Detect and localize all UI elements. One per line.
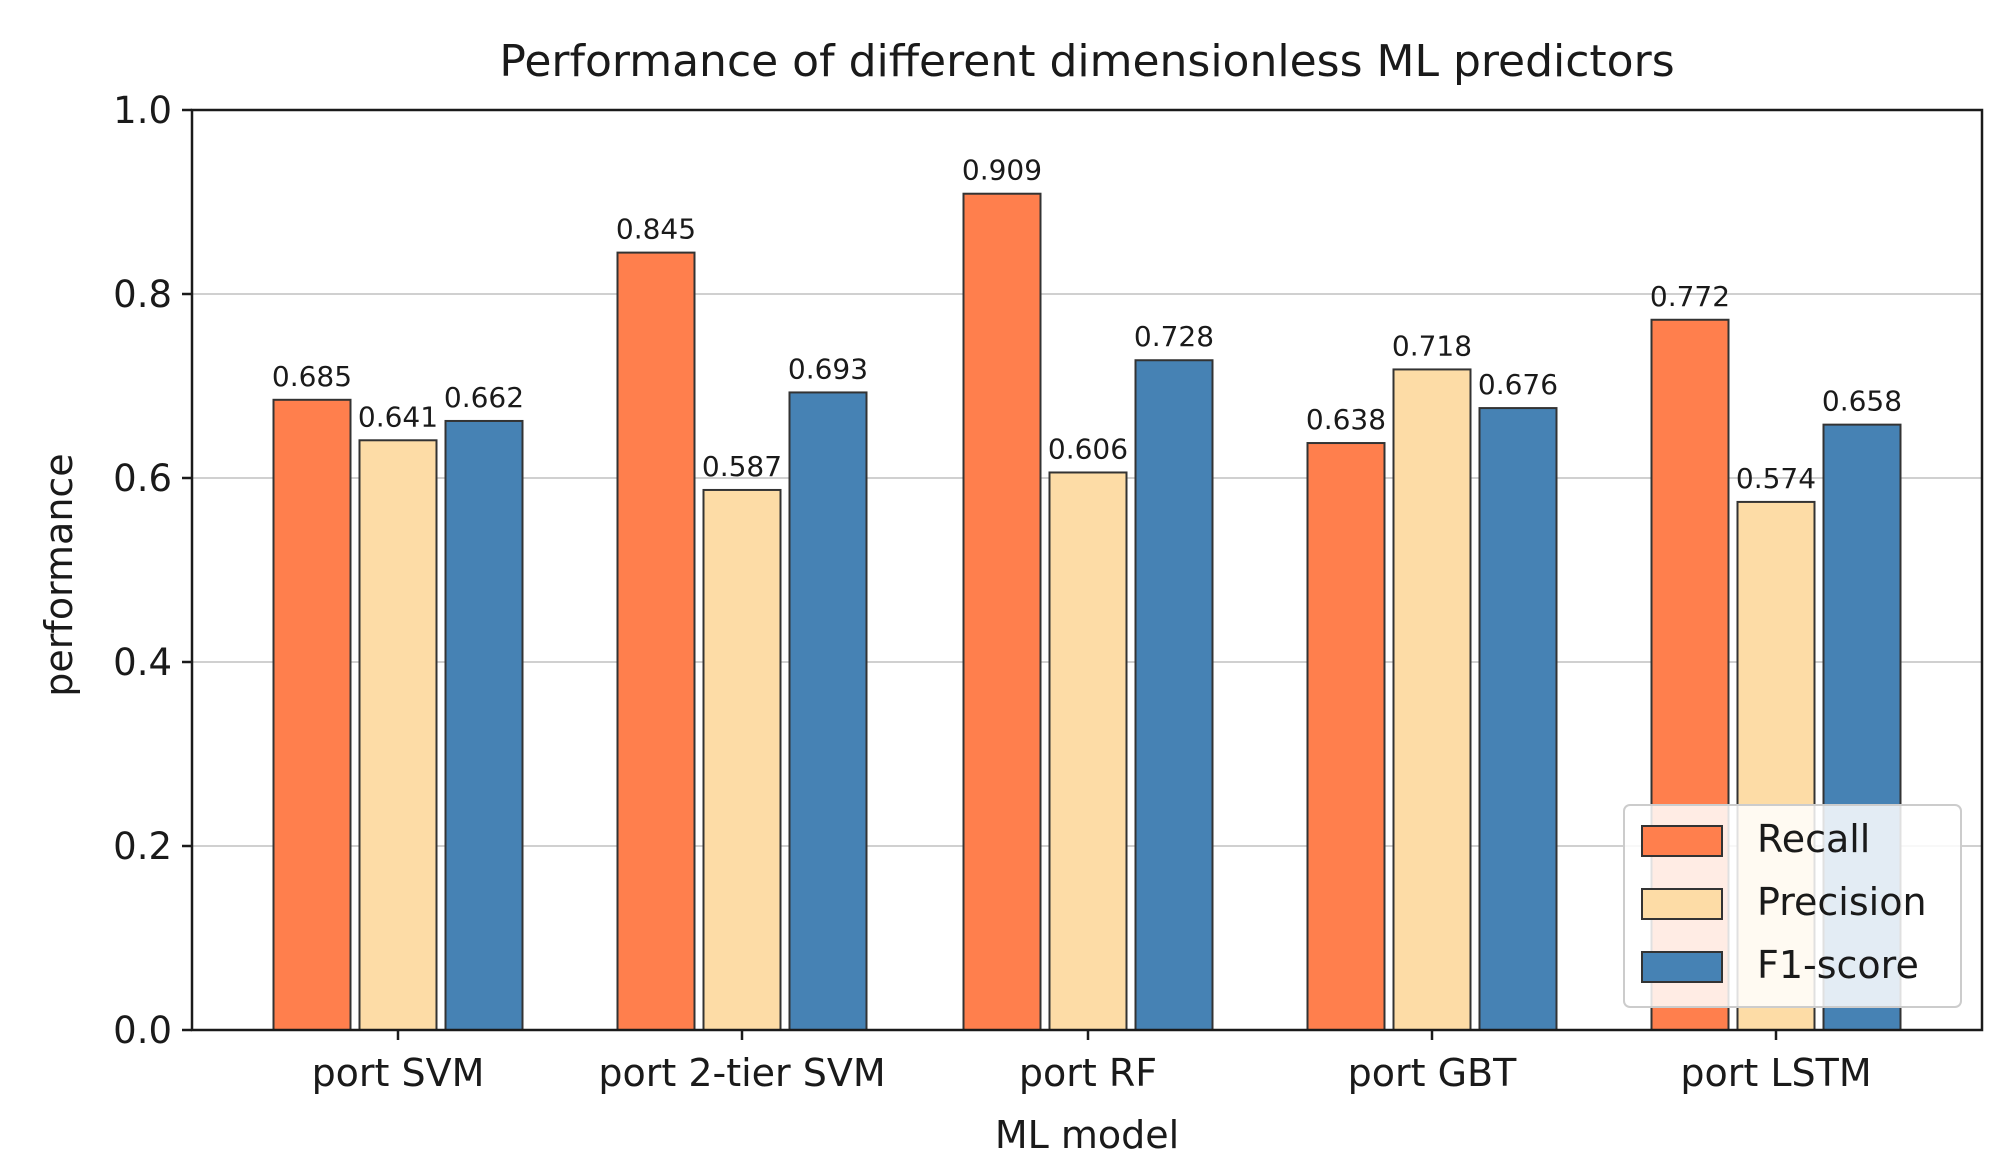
data-label-recall-port-gbt: 0.638 [1306, 403, 1386, 436]
y-tick-label: 0.8 [113, 273, 172, 316]
data-label-precision-port-gbt: 0.718 [1392, 329, 1472, 362]
legend-label-f1-score: F1-score [1757, 943, 1919, 987]
data-label-f1-score-port-svm: 0.662 [444, 381, 524, 414]
bar-f1-score-port-rf [1134, 359, 1214, 1031]
x-axis: port SVM port 2-tier SVM port RF port GBT po… [312, 1030, 1872, 1095]
legend: Recall Precision F1-score [1623, 804, 1962, 1008]
y-tick-label: 0.0 [113, 1009, 172, 1052]
bar-f1-score-port-gbt [1478, 407, 1558, 1031]
data-label-precision-port-lstm: 0.574 [1736, 462, 1816, 495]
data-label-recall-port-rf: 0.909 [962, 154, 1042, 187]
y-tick-label: 0.6 [113, 457, 172, 500]
y-axis: 0.0 0.2 0.4 0.6 0.8 1.0 [113, 89, 192, 1052]
data-label-f1-score-port-lstm: 0.658 [1822, 385, 1902, 418]
data-label-recall-port-2-tier-svm: 0.845 [616, 213, 696, 246]
bar-recall-port-svm [272, 398, 352, 1031]
data-label-precision-port-svm: 0.641 [358, 400, 438, 433]
y-tick-label: 0.4 [113, 641, 172, 684]
legend-swatch-recall [1641, 825, 1723, 857]
data-label-precision-port-rf: 0.606 [1048, 432, 1128, 465]
x-axis-label: ML model [995, 1113, 1179, 1157]
chart-title: Performance of different dimensionless M… [499, 36, 1674, 87]
legend-label-recall: Recall [1757, 817, 1870, 861]
data-label-recall-port-svm: 0.685 [272, 360, 352, 393]
bar-precision-port-rf [1048, 471, 1128, 1032]
data-label-f1-score-port-2-tier-svm: 0.693 [788, 352, 868, 385]
bar-f1-score-port-svm [444, 419, 524, 1031]
x-tick-label: port 2-tier SVM [598, 1051, 885, 1095]
legend-label-precision: Precision [1757, 880, 1927, 924]
bar-recall-port-gbt [1306, 442, 1386, 1032]
x-tick-label: port LSTM [1680, 1051, 1871, 1095]
y-axis-label: performance [37, 453, 81, 696]
x-tick-label: port SVM [312, 1051, 485, 1095]
legend-swatch-f1-score [1641, 951, 1723, 983]
data-label-f1-score-port-rf: 0.728 [1134, 320, 1214, 353]
x-tick-label: port GBT [1348, 1051, 1517, 1095]
y-tick-label: 0.2 [113, 825, 172, 868]
x-tick-label: port RF [1019, 1051, 1157, 1095]
bar-recall-port-rf [962, 192, 1042, 1032]
data-label-precision-port-2-tier-svm: 0.587 [702, 450, 782, 483]
data-label-f1-score-port-gbt: 0.676 [1478, 368, 1558, 401]
legend-swatch-precision [1641, 888, 1723, 920]
y-tick-label: 1.0 [113, 89, 172, 132]
data-label-recall-port-lstm: 0.772 [1650, 280, 1730, 313]
bar-recall-port-2-tier-svm [616, 251, 696, 1032]
bar-precision-port-gbt [1392, 368, 1472, 1031]
bar-precision-port-2-tier-svm [702, 488, 782, 1031]
bar-precision-port-svm [358, 439, 438, 1031]
bar-f1-score-port-2-tier-svm [788, 391, 868, 1031]
bars [272, 192, 1902, 1032]
